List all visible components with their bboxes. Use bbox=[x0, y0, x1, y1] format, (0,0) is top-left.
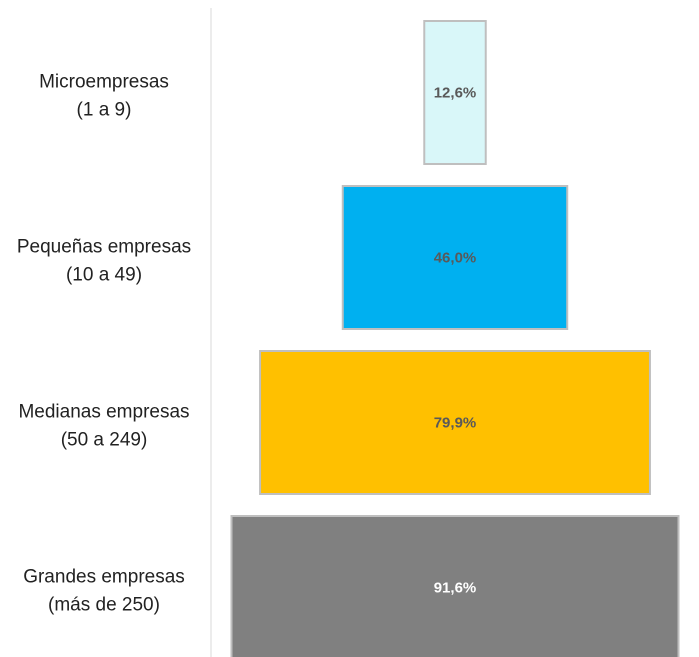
category-label-3-line-1: Medianas empresas bbox=[18, 402, 189, 423]
category-label-3-line-2: (50 a 249) bbox=[61, 430, 148, 451]
bars-layer bbox=[230, 20, 680, 657]
category-label-2-line-2: (10 a 49) bbox=[66, 265, 142, 286]
bar-3 bbox=[259, 350, 651, 495]
bar-4 bbox=[230, 515, 680, 657]
category-label-4-line-1: Grandes empresas bbox=[23, 567, 185, 588]
data-label-1: 12,6% bbox=[434, 85, 477, 102]
category-label-4-line-2: (más de 250) bbox=[48, 595, 160, 616]
category-label-1-line-1: Microempresas bbox=[39, 72, 169, 93]
bar-2 bbox=[341, 185, 569, 330]
bar-1 bbox=[423, 20, 487, 165]
data-label-2: 46,0% bbox=[434, 250, 477, 267]
labels-layer: 12,6% Microempresas (1 a 9) 46,0% Pequeñas e… bbox=[17, 72, 476, 616]
category-label-1-line-2: (1 a 9) bbox=[77, 100, 132, 121]
data-label-3: 79,9% bbox=[434, 415, 477, 432]
data-label-4: 91,6% bbox=[434, 580, 477, 597]
category-label-2-line-1: Pequeñas empresas bbox=[17, 237, 191, 258]
